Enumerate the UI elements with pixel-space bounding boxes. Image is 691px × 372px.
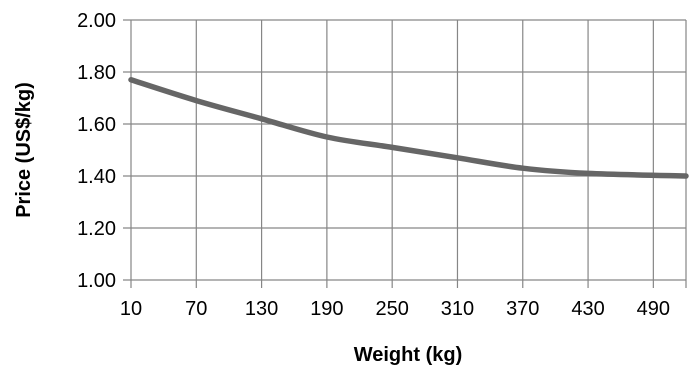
y-tick-label: 1.60 <box>77 114 116 136</box>
x-tick-label: 310 <box>441 298 474 320</box>
y-tick-label: 1.40 <box>77 166 116 188</box>
y-tick-label: 1.00 <box>77 270 116 292</box>
x-tick-label: 10 <box>120 298 142 320</box>
y-tick-label: 1.20 <box>77 218 116 240</box>
x-tick-label: 70 <box>185 298 207 320</box>
x-tick-label: 490 <box>637 298 670 320</box>
x-tick-label: 430 <box>571 298 604 320</box>
x-tick-label: 370 <box>506 298 539 320</box>
x-tick-label: 130 <box>245 298 278 320</box>
y-tick-label: 2.00 <box>77 10 116 32</box>
x-tick-label: 190 <box>310 298 343 320</box>
y-tick-label: 1.80 <box>77 62 116 84</box>
tick-labels: 1.00 1.20 1.40 1.60 1.80 2.00 10 70 130 190 250 310… <box>77 10 670 320</box>
y-axis-title: Price (US$/kg) <box>13 82 35 218</box>
x-tick-label: 250 <box>375 298 408 320</box>
price-series-line <box>128 77 689 179</box>
grid-lines <box>123 19 687 288</box>
series-layer <box>128 77 689 179</box>
x-axis-title: Weight (kg) <box>354 344 463 366</box>
